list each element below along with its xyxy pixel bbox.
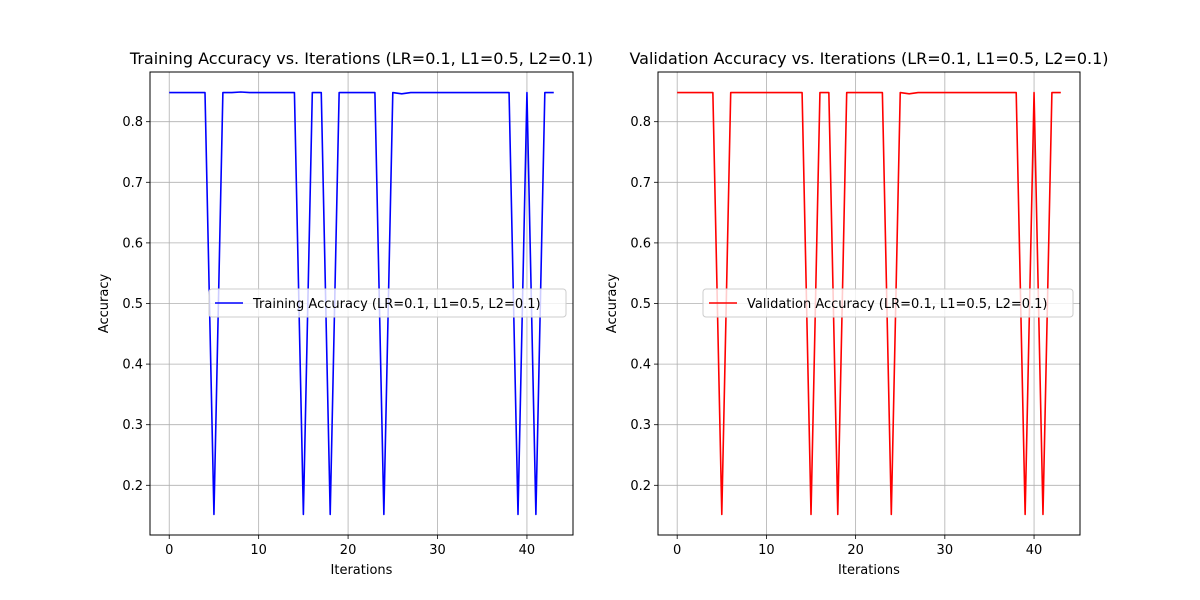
y-axis-label: Accuracy — [97, 274, 112, 334]
y-tick-label: 0.5 — [630, 297, 651, 312]
y-tick-label: 0.6 — [630, 236, 651, 251]
y-tick-label: 0.5 — [122, 297, 143, 312]
legend-box — [702, 288, 1074, 318]
legend-box — [208, 288, 567, 318]
chart-title: Training Accuracy vs. Iterations (LR=0.1… — [129, 49, 593, 68]
y-tick-label: 0.4 — [630, 358, 651, 373]
y-tick-label: 0.3 — [122, 418, 143, 433]
x-tick-label: 40 — [1026, 543, 1043, 558]
x-tick-label: 20 — [340, 543, 357, 558]
x-axis-label: Iterations — [838, 563, 900, 578]
y-axis-label: Accuracy — [605, 274, 620, 334]
legend-entry-0: Validation Accuracy (LR=0.1, L1=0.5, L2=… — [747, 297, 1048, 312]
x-tick-label: 0 — [165, 543, 173, 558]
x-tick-label: 30 — [429, 543, 446, 558]
y-tick-label: 0.2 — [630, 479, 651, 494]
x-axis-label: Iterations — [331, 563, 393, 578]
x-tick-label: 10 — [250, 543, 267, 558]
y-tick-label: 0.4 — [122, 358, 143, 373]
y-tick-label: 0.2 — [122, 479, 143, 494]
y-tick-label: 0.7 — [122, 176, 143, 191]
chart-panel-1: 0 10 20 30 40 0.2 0.3 0.4 0.5 0.6 0.7 0.8 Validation… — [605, 49, 1109, 578]
x-tick-label: 40 — [519, 543, 536, 558]
chart-panel-0: 0 10 20 30 40 0.2 0.3 0.4 0.5 0.6 0.7 0.8 Training A… — [97, 49, 593, 578]
x-tick-label: 0 — [673, 543, 681, 558]
series-line-0 — [677, 91, 1061, 516]
series-line-0 — [169, 91, 554, 516]
legend: Validation Accuracy (LR=0.1, L1=0.5, L2=… — [702, 288, 1074, 318]
x-tick-label: 30 — [937, 543, 954, 558]
y-tick-label: 0.7 — [630, 176, 651, 191]
y-tick-label: 0.6 — [122, 236, 143, 251]
y-tick-label: 0.8 — [122, 115, 143, 130]
chart-title: Validation Accuracy vs. Iterations (LR=0… — [629, 49, 1108, 68]
x-tick-label: 20 — [847, 543, 864, 558]
y-tick-label: 0.8 — [630, 115, 651, 130]
y-tick-label: 0.3 — [630, 418, 651, 433]
x-tick-label: 10 — [758, 543, 775, 558]
legend-entry-0: Training Accuracy (LR=0.1, L1=0.5, L2=0.… — [252, 297, 541, 312]
legend: Training Accuracy (LR=0.1, L1=0.5, L2=0.… — [208, 288, 567, 318]
